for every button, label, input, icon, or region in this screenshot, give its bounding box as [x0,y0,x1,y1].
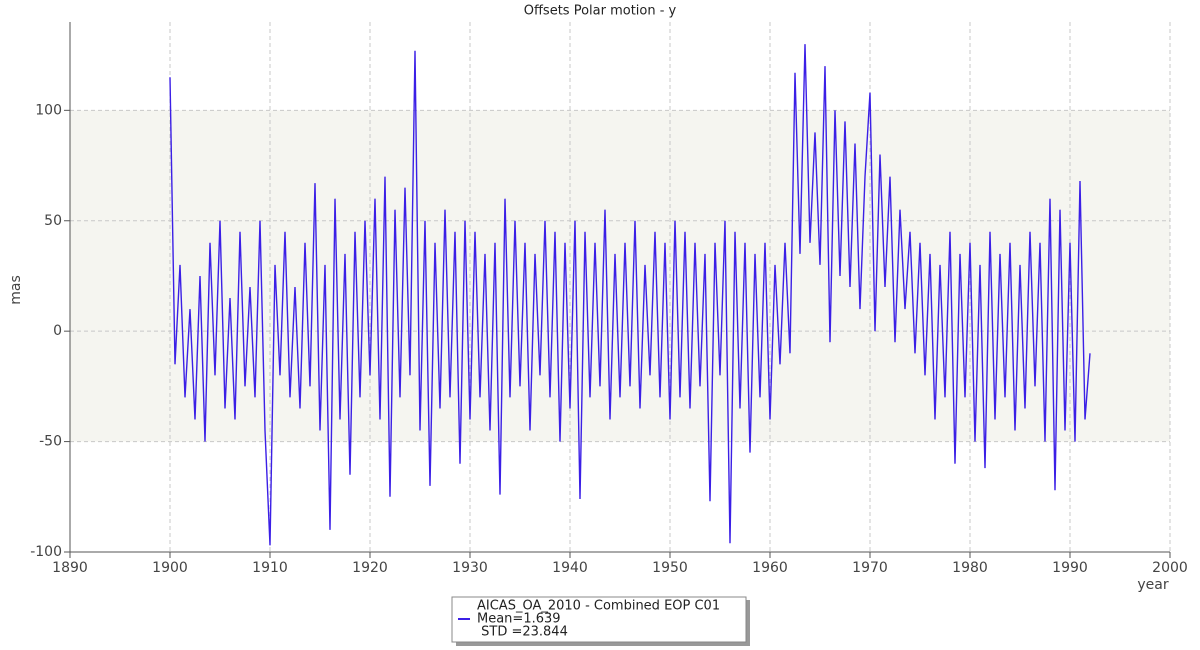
legend-box [451,596,747,643]
y-axis-label: mas [8,275,24,305]
y-tick-label: 100 [35,102,62,118]
legend-note: Mean=1.639 [477,612,561,627]
x-tick-label: 1950 [652,560,688,576]
x-tick-label: 1900 [152,560,188,576]
x-tick-label: 1940 [552,560,588,576]
x-axis-label: year [1137,577,1168,593]
y-tick-label: -50 [39,434,62,450]
data-line [169,44,1091,546]
legend-note: STD =23.844 [477,625,568,640]
x-tick-label: 1980 [952,560,988,576]
x-tick-label: 1990 [1052,560,1088,576]
legend-label: AICAS_OA_2010 - Combined EOP C01 [477,599,720,614]
y-tick-label: 50 [44,213,62,229]
x-tick-label: 1930 [452,560,488,576]
y-tick-label: -100 [30,544,62,560]
x-tick-label: 2000 [1152,560,1188,576]
x-tick-label: 1960 [752,560,788,576]
y-tick-label: 0 [53,323,62,339]
x-tick-label: 1920 [352,560,388,576]
legend [451,596,750,646]
x-tick-label: 1890 [52,560,88,576]
x-tick-label: 1910 [252,560,288,576]
chart-title: Offsets Polar motion - y [524,4,677,19]
x-tick-label: 1970 [852,560,888,576]
